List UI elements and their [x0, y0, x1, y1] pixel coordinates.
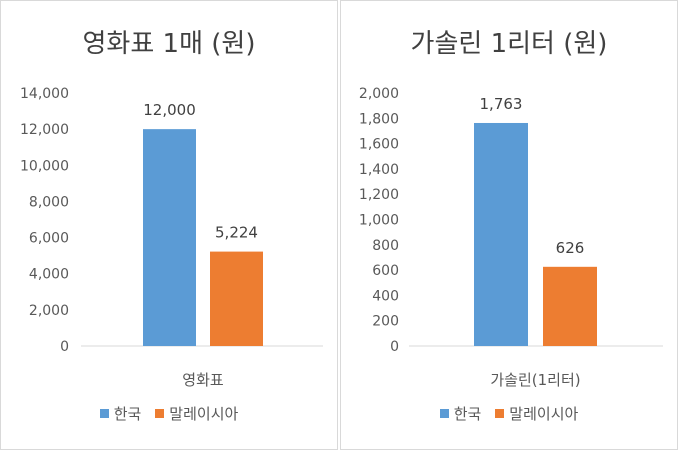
y-tick-label: 400 [372, 288, 399, 304]
y-tick-label: 10,000 [20, 158, 69, 174]
legend-item-korea: 한국 [99, 403, 142, 424]
legend: 한국 말레이시아 [1, 403, 337, 424]
legend-item-korea: 한국 [439, 403, 482, 424]
legend-item-malaysia: 말레이시아 [155, 403, 238, 424]
legend: 한국 말레이시아 [341, 403, 677, 424]
bar [474, 122, 528, 346]
legend-label: 말레이시아 [509, 405, 579, 423]
y-tick-label: 2,000 [29, 303, 69, 319]
legend-swatch-korea [439, 409, 449, 418]
y-tick-label: 1,600 [359, 137, 399, 153]
data-label: 12,000 [143, 101, 196, 119]
data-label: 1,763 [480, 95, 523, 113]
y-tick-label: 1,200 [359, 187, 399, 203]
legend-swatch-malaysia [495, 409, 505, 418]
y-tick-label: 1,000 [359, 213, 399, 229]
y-tick-label: 2,000 [359, 86, 399, 102]
y-tick-label: 1,400 [359, 162, 399, 178]
y-tick-label: 12,000 [20, 122, 69, 138]
y-tick-label: 200 [372, 314, 399, 330]
legend-swatch-korea [99, 409, 109, 418]
chart-title: 영화표 1매 (원) [82, 29, 256, 59]
y-tick-label: 800 [372, 238, 399, 254]
bar [210, 251, 263, 346]
legend-label: 한국 [453, 405, 482, 423]
category-label: 가솔린(1리터) [490, 371, 580, 389]
data-label: 5,224 [215, 224, 258, 242]
y-tick-label: 0 [390, 339, 399, 355]
category-label: 영화표 [182, 371, 224, 389]
y-tick-label: 14,000 [20, 86, 69, 102]
chart-title: 가솔린 1리터 (원) [410, 29, 608, 59]
y-tick-label: 1,800 [359, 111, 399, 127]
chart-plot-area: 0 2,000 4,000 6,000 8,000 10,000 12,000 14,000 1… [20, 86, 323, 389]
y-tick-label: 600 [372, 263, 399, 279]
legend-item-malaysia: 말레이시아 [495, 403, 578, 424]
data-label: 626 [556, 239, 585, 257]
chart-panel-gasoline: 가솔린 1리터 (원) 0 200 400 600 800 1,000 1,200 1,400… [340, 0, 678, 450]
chart-plot-area: 0 200 400 600 800 1,000 1,200 1,400 1,600 1,800 2,… [359, 86, 663, 389]
bar [543, 266, 597, 346]
legend-label: 말레이시아 [169, 405, 239, 423]
bar [143, 129, 196, 346]
y-tick-label: 8,000 [29, 194, 69, 210]
y-tick-label: 6,000 [29, 231, 69, 247]
chart-panel-movie: 영화표 1매 (원) 0 2,000 4,000 6,000 8,000 10,000 12… [0, 0, 338, 450]
legend-label: 한국 [113, 405, 142, 423]
legend-swatch-malaysia [155, 409, 165, 418]
y-tick-label: 0 [60, 339, 69, 355]
y-tick-label: 4,000 [29, 267, 69, 283]
